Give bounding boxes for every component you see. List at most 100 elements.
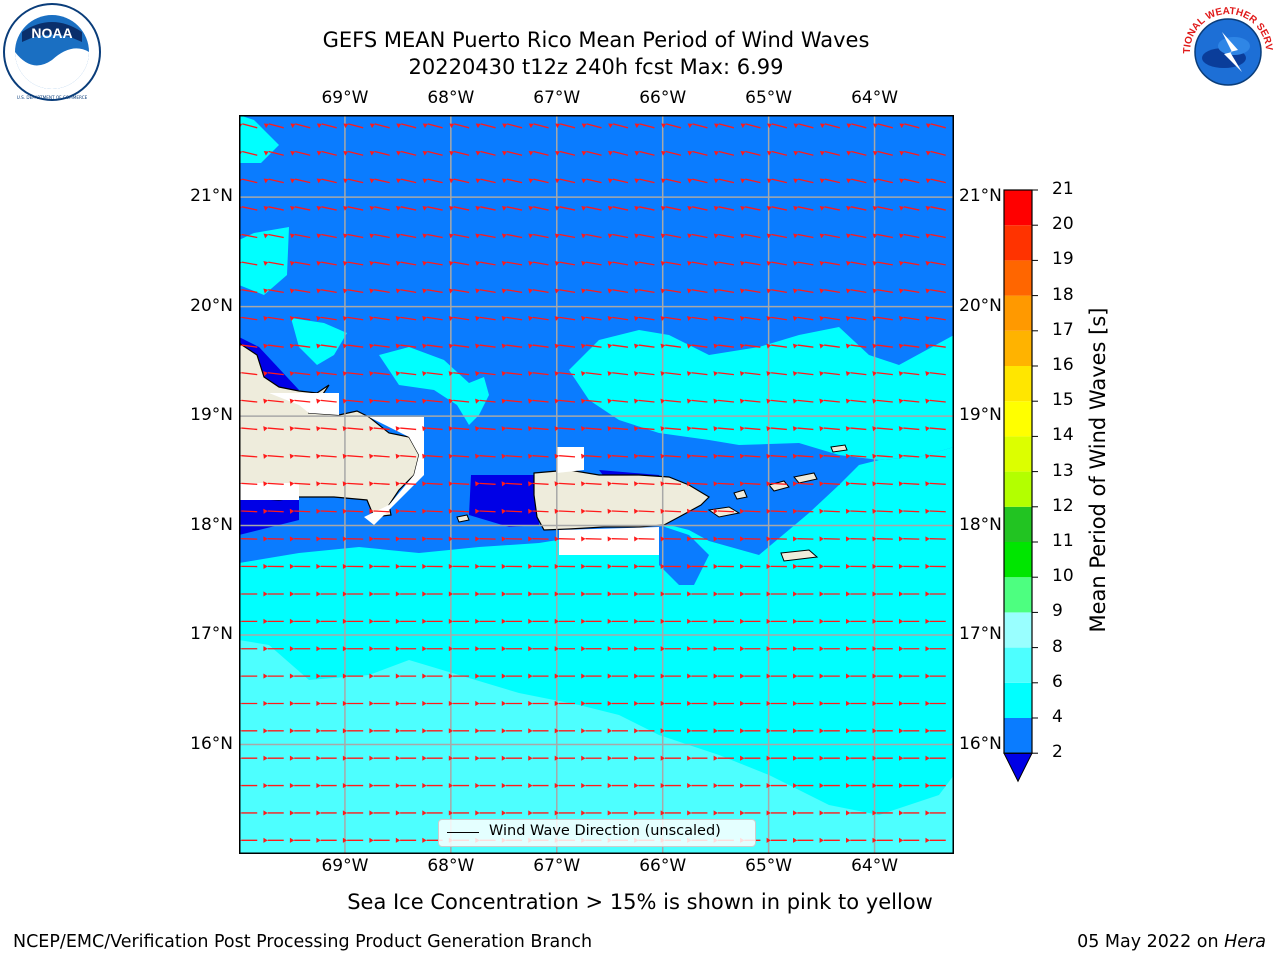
wave-direction-arrow xyxy=(422,481,443,487)
wave-direction-arrow xyxy=(846,837,867,843)
wave-direction-arrow xyxy=(872,205,893,211)
wave-direction-arrow xyxy=(289,233,311,239)
wave-direction-arrow xyxy=(660,371,682,377)
colorbar-tick-label: 11 xyxy=(1052,531,1074,551)
wave-direction-arrow xyxy=(395,755,417,761)
wave-direction-arrow xyxy=(793,837,814,843)
wave-direction-arrow xyxy=(316,426,337,432)
wave-direction-arrow xyxy=(501,700,523,707)
wave-direction-arrow xyxy=(925,646,946,652)
wave-direction-arrow xyxy=(713,316,735,322)
colorbar-label: Mean Period of Wind Waves [s] xyxy=(1086,307,1110,633)
wave-direction-arrow xyxy=(554,646,576,652)
wave-direction-arrow xyxy=(793,150,814,156)
wave-direction-arrow xyxy=(316,591,337,597)
wave-direction-arrow xyxy=(898,591,920,597)
wave-direction-arrow xyxy=(316,123,337,129)
map-panel[interactable] xyxy=(239,115,954,854)
wave-direction-arrow xyxy=(316,646,337,652)
wave-direction-arrow xyxy=(342,618,364,624)
wave-direction-arrow xyxy=(263,123,284,129)
wave-direction-arrow xyxy=(289,755,311,761)
wave-direction-arrow xyxy=(501,453,523,459)
wave-direction-arrow xyxy=(289,618,311,624)
wave-direction-arrow xyxy=(898,673,920,679)
wave-direction-arrow xyxy=(766,453,787,459)
svg-text:U.S. DEPARTMENT OF COMMERCE: U.S. DEPARTMENT OF COMMERCE xyxy=(17,95,88,100)
wave-direction-arrow xyxy=(766,508,787,514)
wave-direction-arrow xyxy=(766,755,787,761)
wave-direction-arrow xyxy=(925,700,946,707)
wave-direction-arrow xyxy=(554,536,576,542)
wave-direction-arrow xyxy=(289,536,311,542)
wave-direction-arrow xyxy=(634,591,655,597)
wave-direction-arrow xyxy=(528,426,549,432)
wave-direction-arrow xyxy=(316,260,337,266)
wave-direction-arrow xyxy=(899,178,920,184)
wave-direction-arrow xyxy=(819,837,840,843)
wave-direction-arrow xyxy=(422,150,443,156)
wave-direction-arrow xyxy=(369,837,390,843)
wave-direction-arrow xyxy=(872,508,893,514)
wave-period-map[interactable] xyxy=(239,115,954,854)
wave-direction-arrow xyxy=(925,205,946,211)
wave-direction-arrow xyxy=(872,288,893,294)
land-hispaniola xyxy=(239,342,420,518)
colorbar-tick-label: 8 xyxy=(1052,636,1063,657)
wave-direction-arrow xyxy=(316,398,337,404)
wave-direction-arrow xyxy=(263,178,284,184)
wave-direction-arrow xyxy=(369,453,390,459)
wave-direction-arrow xyxy=(872,260,893,266)
lat-label-right: 16°N xyxy=(959,733,1002,754)
wave-direction-arrow xyxy=(739,536,761,542)
masked-area xyxy=(269,393,339,415)
wave-direction-arrow xyxy=(449,123,470,129)
wave-direction-arrow xyxy=(554,618,576,624)
wave-direction-arrow xyxy=(475,316,496,322)
wave-direction-arrow xyxy=(263,728,284,734)
wave-direction-arrow xyxy=(448,700,470,707)
wave-direction-arrow xyxy=(422,536,443,542)
wave-direction-arrow xyxy=(687,205,708,211)
field-4-6-north xyxy=(569,327,954,460)
wave-direction-arrow xyxy=(686,508,708,514)
wave-direction-arrow xyxy=(263,371,284,377)
wave-direction-arrow xyxy=(581,343,602,349)
wave-direction-arrow xyxy=(607,178,629,184)
wave-direction-arrow xyxy=(608,123,629,129)
colorbar-tick-label: 9 xyxy=(1052,601,1063,622)
wave-direction-arrow xyxy=(316,563,337,570)
wave-direction-arrow xyxy=(792,508,814,514)
wave-direction-arrow xyxy=(501,288,523,294)
lat-label-right: 21°N xyxy=(959,186,1002,207)
wave-direction-arrow xyxy=(554,782,576,789)
wave-direction-arrow xyxy=(766,646,787,652)
wave-direction-arrow xyxy=(554,591,576,597)
wave-direction-arrow xyxy=(633,398,655,404)
wave-direction-arrow xyxy=(316,233,337,239)
wave-direction-arrow xyxy=(528,316,549,322)
colorbar-segment xyxy=(1004,225,1032,261)
wave-direction-arrow xyxy=(766,178,788,184)
wave-direction-arrow xyxy=(766,123,788,129)
lon-label-top: 67°W xyxy=(533,88,581,108)
wave-direction-arrow xyxy=(925,371,946,377)
wave-direction-arrow xyxy=(342,343,364,349)
land-island xyxy=(793,472,818,484)
wave-direction-arrow xyxy=(554,700,576,707)
wave-direction-arrow xyxy=(501,810,523,816)
wave-direction-arrow xyxy=(475,618,496,624)
wave-direction-arrow xyxy=(501,481,523,487)
wave-direction-arrow xyxy=(316,205,337,211)
wave-direction-arrow xyxy=(422,591,443,597)
wave-direction-arrow xyxy=(819,426,840,432)
wave-direction-arrow xyxy=(687,178,708,184)
wave-direction-arrow xyxy=(634,123,655,129)
wave-direction-arrow xyxy=(501,508,523,514)
wave-direction-arrow xyxy=(872,755,893,761)
wave-direction-arrow xyxy=(448,563,470,570)
colorbar-segment xyxy=(1004,506,1032,542)
wave-direction-arrow xyxy=(872,343,893,349)
wave-direction-arrow xyxy=(342,371,364,377)
wave-direction-arrow xyxy=(528,563,549,570)
